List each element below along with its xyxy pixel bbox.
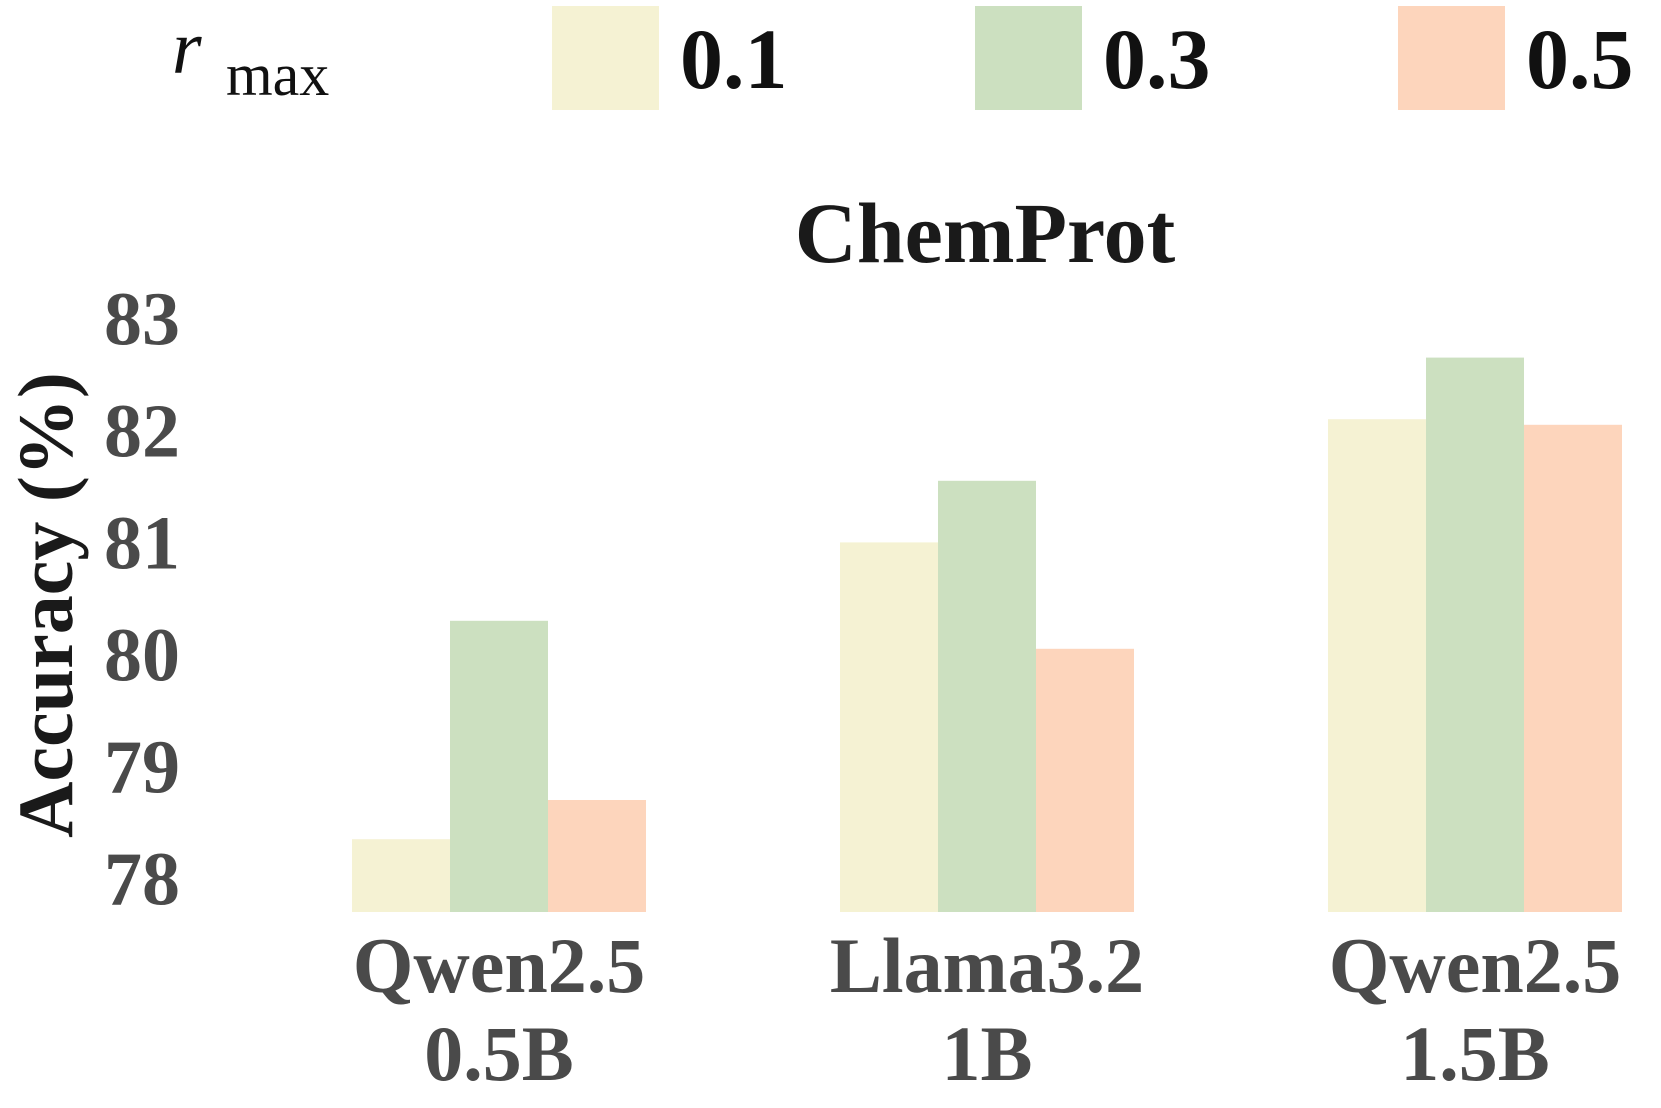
legend: r max 0.1 0.3 0.5 xyxy=(172,6,1634,110)
legend-title-symbol: r xyxy=(172,6,202,90)
x-tick-label-2-line-1: Llama3.2 xyxy=(830,922,1144,1009)
bar-1-series-0-3 xyxy=(450,620,548,912)
chart-title: ChemProt xyxy=(795,185,1176,281)
legend-label-0-3: 0.3 xyxy=(1103,11,1211,107)
y-tick-label-81: 81 xyxy=(104,501,180,585)
x-tick-label-3-line-2: 1.5B xyxy=(1400,1010,1550,1097)
y-tick-label-80: 80 xyxy=(104,613,180,697)
bar-2-series-0-5 xyxy=(1036,648,1134,912)
legend-swatch-0-5 xyxy=(1398,6,1505,110)
y-tick-label-82: 82 xyxy=(104,389,180,473)
legend-swatch-0-3 xyxy=(975,6,1082,110)
y-axis-label: Accuracy (%) xyxy=(2,372,89,838)
x-tick-label-2-line-2: 1B xyxy=(941,1010,1032,1097)
y-tick-label-83: 83 xyxy=(104,277,180,361)
bar-2-series-0-1 xyxy=(840,542,938,912)
legend-title-subscript: max xyxy=(226,42,329,108)
y-axis-ticks: 78 79 80 81 82 83 xyxy=(104,277,180,921)
x-tick-label-3-line-1: Qwen2.5 xyxy=(1329,922,1622,1009)
bar-3-series-0-1 xyxy=(1328,419,1426,912)
y-tick-label-79: 79 xyxy=(104,725,180,809)
legend-label-0-1: 0.1 xyxy=(680,11,788,107)
y-tick-label-78: 78 xyxy=(104,837,180,921)
legend-label-0-5: 0.5 xyxy=(1526,11,1634,107)
bar-2-series-0-3 xyxy=(938,480,1036,912)
x-tick-label-1-line-2: 0.5B xyxy=(424,1010,574,1097)
x-tick-label-1-line-1: Qwen2.5 xyxy=(353,922,646,1009)
bar-3-series-0-3 xyxy=(1426,357,1524,913)
legend-swatch-0-1 xyxy=(552,6,659,110)
bars xyxy=(352,357,1622,913)
bar-1-series-0-5 xyxy=(548,800,646,912)
bar-3-series-0-5 xyxy=(1524,424,1622,912)
bar-1-series-0-1 xyxy=(352,839,450,912)
